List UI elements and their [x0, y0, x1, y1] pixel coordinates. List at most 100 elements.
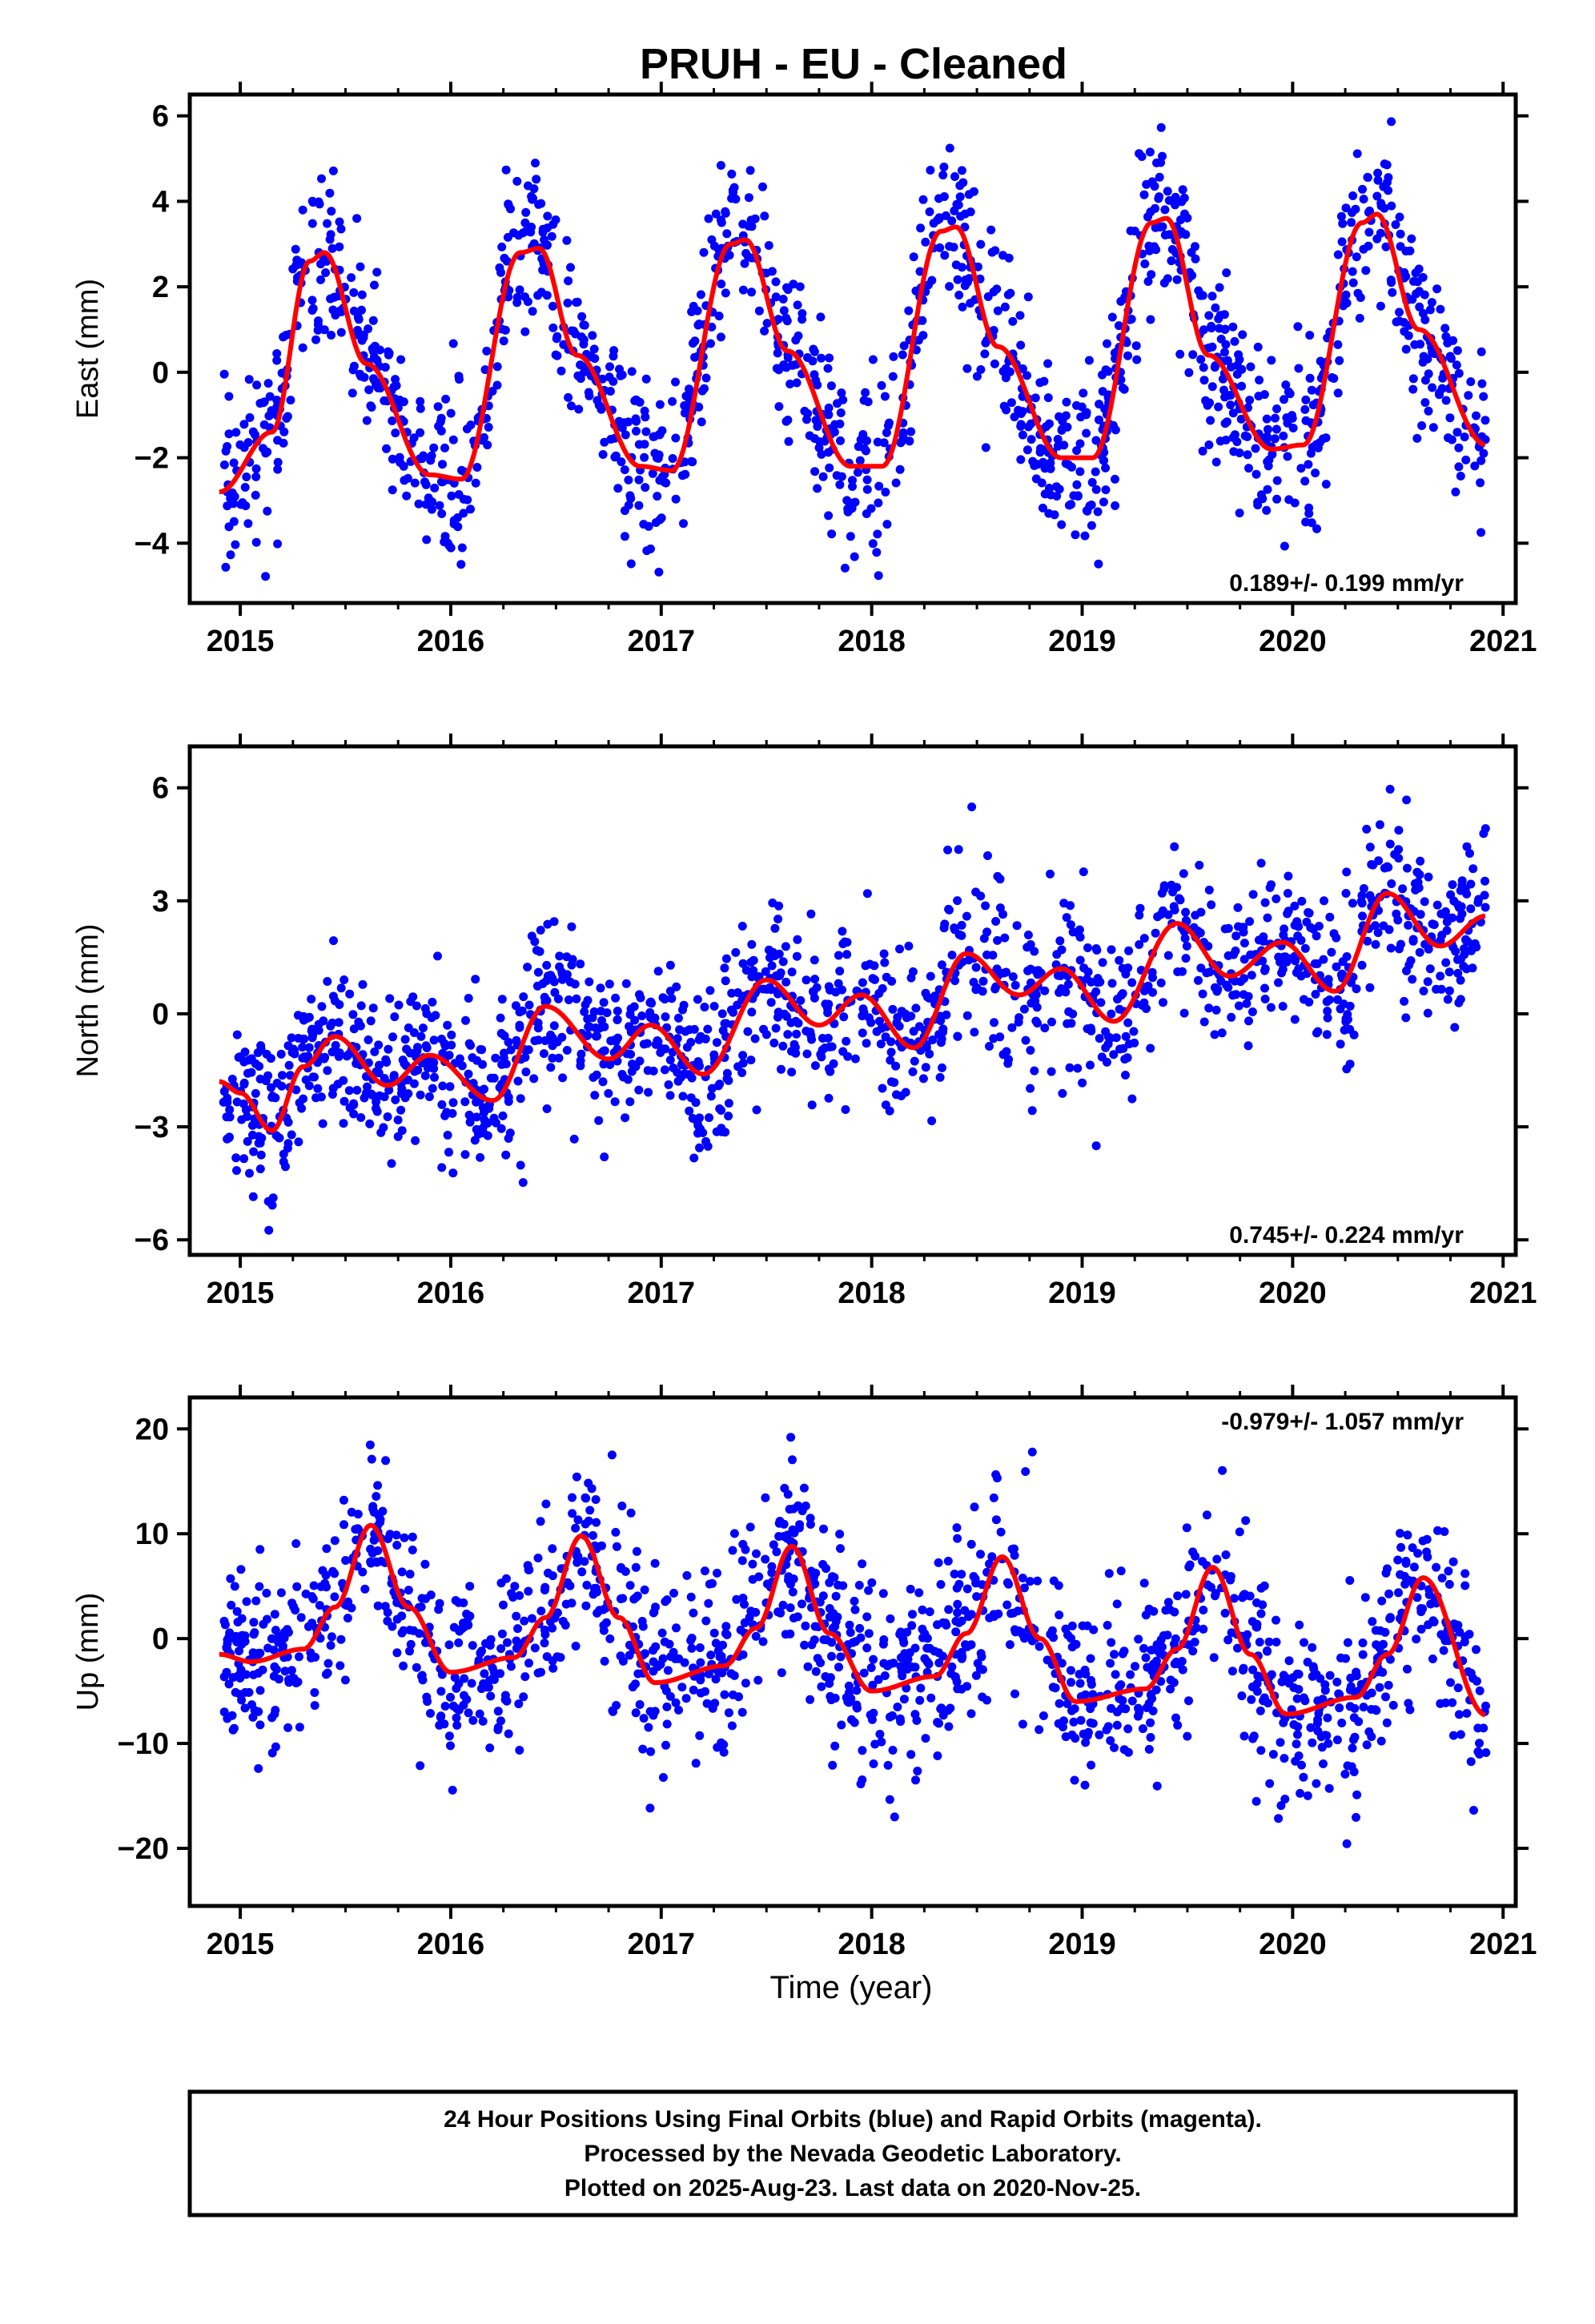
data-point	[1067, 500, 1076, 509]
data-point	[1022, 371, 1031, 380]
data-point	[785, 380, 795, 388]
data-point	[1444, 1579, 1454, 1589]
data-point	[990, 246, 1000, 255]
data-point	[1441, 911, 1450, 920]
data-point	[610, 452, 620, 462]
data-point	[1316, 1674, 1325, 1683]
data-point	[696, 1658, 705, 1667]
data-point	[223, 1638, 232, 1648]
data-point	[237, 1614, 247, 1623]
data-point	[1129, 1027, 1139, 1036]
data-point	[1277, 1677, 1287, 1687]
data-point	[1260, 390, 1269, 400]
data-point	[875, 1730, 885, 1739]
data-point	[1081, 1738, 1091, 1747]
data-point	[420, 477, 429, 487]
data-point	[1325, 912, 1335, 922]
data-point	[632, 426, 641, 436]
data-point	[1207, 321, 1216, 331]
data-point	[1151, 928, 1160, 938]
data-point	[1182, 1523, 1191, 1533]
data-point	[835, 967, 845, 976]
data-point	[1260, 983, 1269, 993]
data-point	[869, 1759, 878, 1768]
data-point	[705, 1113, 713, 1123]
data-point	[1384, 173, 1393, 183]
data-point	[909, 252, 918, 262]
data-point	[1065, 1063, 1075, 1072]
data-point	[1139, 986, 1149, 995]
data-point	[869, 1708, 878, 1718]
data-point	[1016, 409, 1026, 418]
data-point	[1095, 1730, 1104, 1739]
data-point	[317, 1002, 327, 1011]
data-point	[714, 312, 724, 321]
data-point	[1135, 149, 1144, 159]
data-point	[1272, 494, 1282, 504]
data-point	[1139, 190, 1149, 199]
data-point	[1127, 978, 1137, 987]
data-point	[366, 401, 376, 411]
data-point	[953, 1599, 962, 1609]
data-point	[1427, 298, 1436, 308]
data-point	[972, 1592, 982, 1602]
data-point	[457, 543, 467, 553]
data-point	[713, 1081, 723, 1091]
data-point	[802, 1049, 812, 1059]
data-point	[1289, 1720, 1299, 1729]
data-point	[1107, 1638, 1116, 1647]
data-point	[504, 1037, 513, 1047]
data-point	[437, 1163, 447, 1172]
data-point	[671, 433, 681, 443]
data-point	[533, 291, 543, 300]
data-point	[366, 1016, 376, 1026]
data-point	[1376, 301, 1385, 311]
data-point	[1448, 336, 1458, 345]
data-point	[267, 1200, 277, 1210]
data-point	[1010, 1625, 1019, 1634]
data-point	[251, 472, 261, 481]
data-point	[272, 396, 282, 405]
data-point	[1121, 1031, 1131, 1041]
data-point	[707, 235, 717, 244]
data-point	[1195, 928, 1205, 938]
data-point	[644, 521, 653, 531]
data-point	[1221, 1550, 1231, 1559]
data-point	[600, 1656, 609, 1666]
data-point	[394, 1000, 404, 1010]
data-point	[1359, 195, 1368, 204]
data-point	[1293, 322, 1303, 332]
x-tick-label: 2019	[1048, 1277, 1116, 1310]
data-point	[1354, 1717, 1364, 1727]
data-point	[634, 501, 644, 510]
data-point	[838, 927, 847, 936]
data-point	[1352, 984, 1361, 994]
y-tick-label: −10	[118, 1727, 169, 1761]
data-point	[886, 1077, 896, 1087]
data-point	[315, 1601, 324, 1610]
data-point	[1456, 975, 1465, 985]
data-point	[440, 1719, 449, 1729]
data-point	[219, 1616, 229, 1626]
data-point	[951, 1616, 961, 1626]
data-point	[372, 1104, 380, 1113]
data-point	[388, 485, 397, 495]
data-point	[1075, 925, 1084, 935]
data-point	[1195, 860, 1204, 870]
data-point	[529, 184, 539, 194]
footer-box: 24 Hour Positions Using Final Orbits (bl…	[187, 2089, 1518, 2217]
data-point	[685, 1106, 694, 1116]
data-point	[921, 1734, 930, 1743]
data-point	[599, 1621, 609, 1630]
data-point	[905, 1648, 914, 1658]
data-point	[1432, 284, 1442, 294]
data-point	[1112, 1707, 1122, 1717]
data-point	[1308, 1662, 1318, 1671]
data-point	[273, 464, 283, 474]
data-point	[426, 456, 436, 465]
data-point	[664, 1080, 673, 1089]
data-point	[785, 1505, 794, 1514]
data-point	[972, 372, 982, 381]
data-point	[1424, 406, 1433, 416]
data-point	[1187, 247, 1196, 257]
